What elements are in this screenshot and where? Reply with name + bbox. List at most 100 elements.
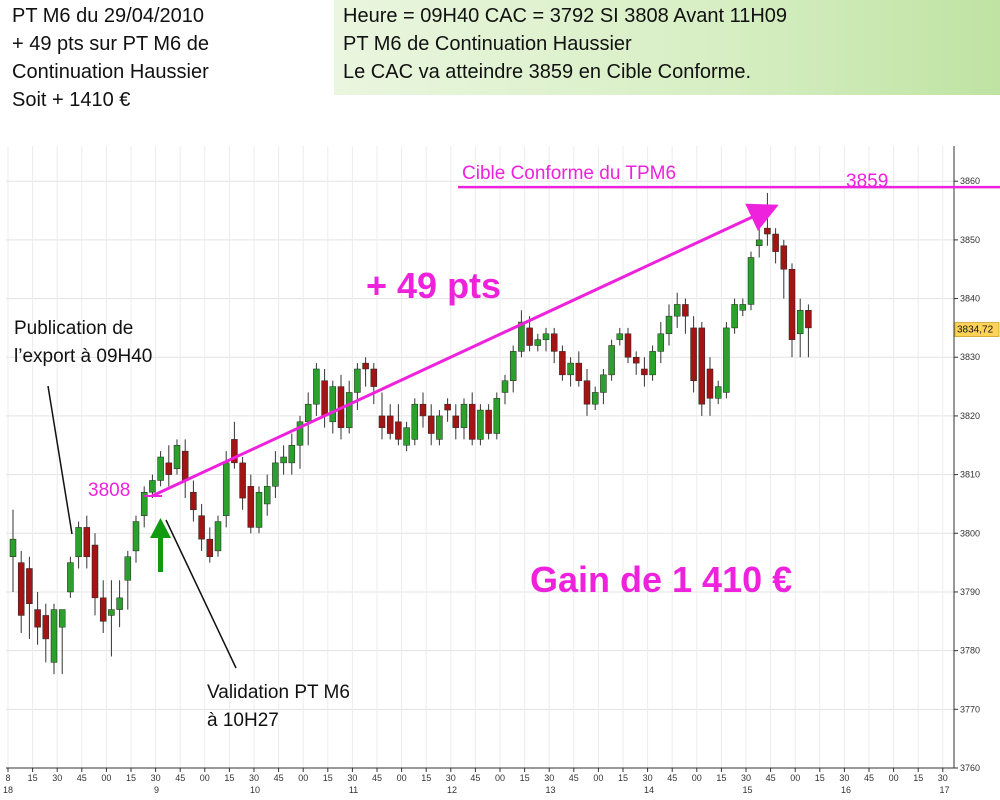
candle <box>616 327 624 346</box>
x-hour-label: 10 <box>250 785 260 795</box>
candle <box>780 239 788 299</box>
candle <box>632 351 640 375</box>
y-tick-label: 3860 <box>960 176 980 186</box>
candle <box>657 322 665 364</box>
target-value-label: 3859 <box>846 171 888 192</box>
candle <box>805 304 812 358</box>
x-tick-label: 15 <box>126 773 136 783</box>
candle <box>550 327 558 364</box>
candle <box>485 404 492 440</box>
candle <box>427 404 435 446</box>
candle <box>288 433 296 475</box>
x-hour-label: 18 <box>3 785 13 795</box>
gain-points-label: + 49 pts <box>366 265 501 306</box>
candle <box>788 263 796 358</box>
candle <box>378 392 386 440</box>
x-tick-label: 45 <box>667 773 677 783</box>
y-tick-label: 3760 <box>960 763 980 773</box>
x-tick-label: 00 <box>495 773 505 783</box>
x-tick-label: 15 <box>618 773 628 783</box>
candle <box>304 392 312 446</box>
candle <box>534 333 542 352</box>
candle <box>395 404 402 446</box>
candle <box>501 374 509 405</box>
y-tick-label: 3790 <box>960 587 980 597</box>
candle <box>181 439 189 499</box>
x-tick-label: 00 <box>790 773 800 783</box>
x-tick-label: 15 <box>520 773 530 783</box>
y-tick-label: 3800 <box>960 528 980 538</box>
y-tick-label: 3830 <box>960 352 980 362</box>
header-left-line3: Continuation Haussier <box>12 61 209 83</box>
candle <box>370 363 378 405</box>
candle <box>190 480 197 522</box>
candle <box>591 386 599 411</box>
x-hour-label: 9 <box>154 785 159 795</box>
x-tick-label: 30 <box>52 773 62 783</box>
y-tick-label: 3850 <box>960 235 980 245</box>
candle <box>665 304 673 346</box>
candle <box>198 503 205 551</box>
candle <box>452 404 460 440</box>
last-price-tag: 3834,72 <box>954 322 1000 337</box>
candle <box>509 345 517 393</box>
x-tick-label: 45 <box>175 773 185 783</box>
candle <box>600 368 607 405</box>
candle <box>764 192 771 246</box>
candle <box>386 404 394 440</box>
candle <box>706 357 714 416</box>
x-tick-label: 00 <box>101 773 111 783</box>
candle <box>739 298 747 317</box>
x-tick-label: 45 <box>470 773 480 783</box>
gain-euros-label: Gain de 1 410 € <box>530 559 792 600</box>
y-tick-label: 3780 <box>960 646 980 656</box>
candle <box>354 363 361 411</box>
x-tick-label: 30 <box>839 773 849 783</box>
grid-lines <box>6 146 954 769</box>
x-tick-label: 30 <box>249 773 259 783</box>
x-hour-label: 12 <box>447 785 457 795</box>
candle <box>690 316 697 393</box>
candle <box>673 292 681 328</box>
candle <box>58 609 66 675</box>
candle <box>67 556 74 598</box>
header-left-line2: + 49 pts sur PT M6 de <box>12 33 209 55</box>
y-tick-label: 3820 <box>960 411 980 421</box>
candle <box>140 486 148 528</box>
candle <box>329 380 337 434</box>
x-tick-label: 00 <box>889 773 899 783</box>
x-tick-label: 45 <box>77 773 87 783</box>
candle <box>468 392 476 446</box>
candle <box>526 316 533 352</box>
candle <box>206 527 214 563</box>
x-tick-label: 45 <box>372 773 382 783</box>
x-hour-label: 14 <box>644 785 654 795</box>
candle <box>321 368 328 428</box>
y-tick-label: 3770 <box>960 704 980 714</box>
y-axis-ticks: 3760 3770 3780 3790 3800 3810 3820 3830 3840 3850… <box>954 176 980 773</box>
candle <box>567 357 574 387</box>
candle <box>75 521 82 569</box>
x-tick-label: 15 <box>913 773 923 783</box>
candle <box>337 374 345 440</box>
candle <box>116 580 123 628</box>
candle <box>255 486 263 534</box>
candle <box>477 404 484 446</box>
header-right-line2: PT M6 de Continuation Haussier <box>343 33 632 55</box>
candle <box>91 533 99 616</box>
candle <box>419 392 427 428</box>
header-left-line1: PT M6 du 29/04/2010 <box>12 5 204 27</box>
validation-line2: à 10H27 <box>207 710 279 731</box>
candle <box>444 398 451 422</box>
candle <box>239 457 246 510</box>
candle <box>296 415 304 469</box>
x-tick-label: 45 <box>766 773 776 783</box>
last-price-value: 3834,72 <box>957 325 994 336</box>
header-left-line4: Soit + 1410 € <box>12 89 131 111</box>
x-tick-label: 15 <box>716 773 726 783</box>
candle <box>132 515 140 563</box>
x-hour-label: 11 <box>349 785 358 795</box>
candle <box>698 322 706 416</box>
candle <box>493 392 501 440</box>
y-tick-label: 3810 <box>960 470 980 480</box>
